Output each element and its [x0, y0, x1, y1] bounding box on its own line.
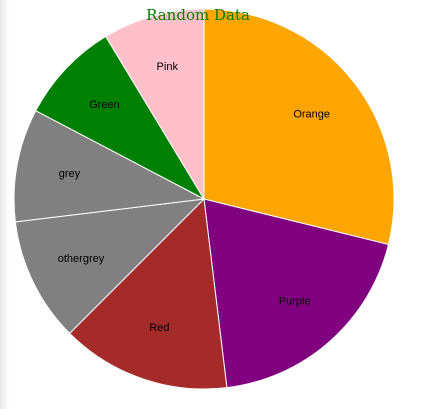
left-edge-shadow [0, 0, 10, 409]
pie-slice-red [68, 197, 228, 390]
slice-label-orange: Orange [293, 109, 330, 121]
slice-label-othergrey: othergrey [58, 253, 105, 265]
pie-slice-othergrey [14, 198, 206, 335]
slice-label-green: Green [89, 99, 120, 111]
slice-label-purple: Purple [279, 295, 311, 307]
pie-slice-orange [203, 8, 395, 246]
slice-label-pink: Pink [157, 61, 179, 73]
pie-slice-grey [13, 110, 206, 223]
pie-slice-pink [105, 8, 205, 201]
pie-slice-purple [203, 198, 390, 389]
pie-slices [13, 8, 395, 390]
pie-labels: Orange Purple Red othergrey grey Green Pink [58, 61, 330, 334]
slice-label-red: Red [149, 322, 169, 334]
chart-title: Random Data [146, 6, 250, 24]
pie-slice-green [35, 35, 206, 201]
slice-label-grey: grey [59, 168, 81, 180]
